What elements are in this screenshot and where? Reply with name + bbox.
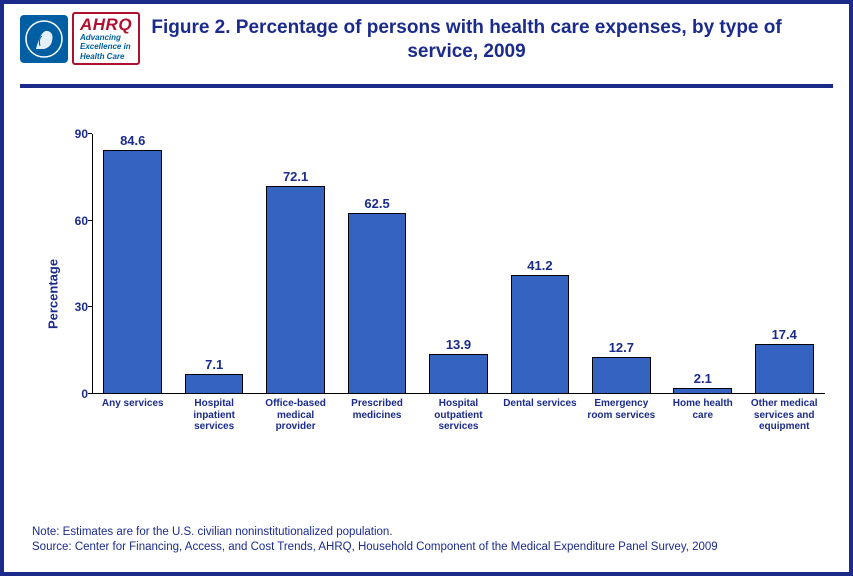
bar-value-label: 17.4 — [772, 327, 797, 342]
bar: 41.2 — [511, 275, 570, 394]
x-tick-label: Hospital inpatient services — [173, 394, 254, 454]
ahrq-tagline-2: Excellence in — [80, 43, 132, 51]
bar: 12.7 — [592, 357, 651, 394]
bar-value-label: 13.9 — [446, 337, 471, 352]
x-tick-label: Other medical services and equipment — [744, 394, 825, 454]
bar-slot: 62.5 — [336, 134, 417, 394]
bar-slot: 72.1 — [255, 134, 336, 394]
ahrq-logo: AHRQ Advancing Excellence in Health Care — [72, 12, 140, 65]
y-tick-label: 60 — [60, 214, 88, 228]
bar-value-label: 62.5 — [364, 196, 389, 211]
y-tick-label: 30 — [60, 300, 88, 314]
bar: 17.4 — [755, 344, 814, 394]
chart-title: Figure 2. Percentage of persons with hea… — [140, 12, 833, 64]
x-tick-label: Dental services — [499, 394, 580, 454]
bar-slot: 84.6 — [92, 134, 173, 394]
bar-value-label: 7.1 — [205, 357, 223, 372]
bar-slot: 41.2 — [499, 134, 580, 394]
ahrq-tagline-1: Advancing — [80, 34, 132, 42]
x-tick-label: Home health care — [662, 394, 743, 454]
x-tick-label: Hospital outpatient services — [418, 394, 499, 454]
footer-note: Note: Estimates are for the U.S. civilia… — [32, 525, 829, 541]
y-tick-label: 90 — [60, 127, 88, 141]
bar-slot: 12.7 — [581, 134, 662, 394]
figure-frame: AHRQ Advancing Excellence in Health Care… — [0, 0, 853, 576]
bar-slot: 2.1 — [662, 134, 743, 394]
bar: 62.5 — [348, 213, 407, 394]
ahrq-tagline-3: Health Care — [80, 53, 132, 61]
bar: 84.6 — [103, 150, 162, 394]
bar-slot: 13.9 — [418, 134, 499, 394]
chart-area: Percentage 84.67.172.162.513.941.212.72.… — [52, 134, 825, 454]
header: AHRQ Advancing Excellence in Health Care… — [4, 4, 849, 76]
bar: 72.1 — [266, 186, 325, 394]
x-tick-label: Prescribed medicines — [336, 394, 417, 454]
y-axis-line — [92, 134, 93, 394]
x-labels-container: Any servicesHospital inpatient servicesO… — [92, 394, 825, 454]
bar-slot: 7.1 — [173, 134, 254, 394]
bar-value-label: 84.6 — [120, 133, 145, 148]
bar-value-label: 41.2 — [527, 258, 552, 273]
header-divider — [20, 84, 833, 88]
logo-block: AHRQ Advancing Excellence in Health Care — [20, 12, 140, 65]
y-axis-label: Percentage — [46, 259, 61, 329]
plot-region: 84.67.172.162.513.941.212.72.117.4 03060… — [92, 134, 825, 394]
y-tick-label: 0 — [60, 387, 88, 401]
bar-value-label: 2.1 — [694, 371, 712, 386]
bar: 7.1 — [185, 374, 244, 395]
bar-slot: 17.4 — [744, 134, 825, 394]
hhs-seal-icon — [20, 15, 68, 63]
x-axis-line — [92, 393, 825, 394]
footer-notes: Note: Estimates are for the U.S. civilia… — [32, 525, 829, 556]
bar-value-label: 72.1 — [283, 169, 308, 184]
bar-value-label: 12.7 — [609, 340, 634, 355]
bars-container: 84.6 7.1 72.1 62.5 13.9 41.2 12.7 2.1 17.4 — [92, 134, 825, 394]
footer-source: Source: Center for Financing, Access, an… — [32, 540, 829, 556]
x-tick-label: Office-based medical provider — [255, 394, 336, 454]
x-tick-label: Any services — [92, 394, 173, 454]
bar: 13.9 — [429, 354, 488, 394]
ahrq-name: AHRQ — [80, 16, 132, 33]
x-tick-label: Emergency room services — [581, 394, 662, 454]
